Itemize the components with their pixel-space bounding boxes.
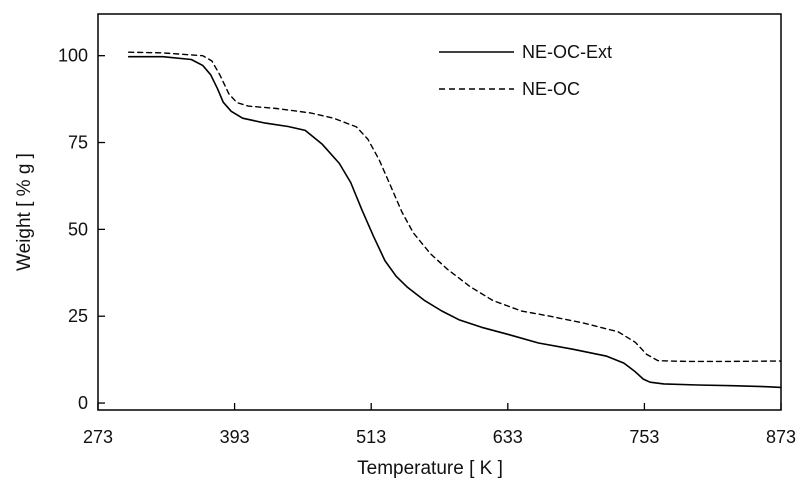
x-tick-label: 393 bbox=[220, 427, 250, 447]
series-layer bbox=[127, 51, 782, 389]
x-tick-label: 753 bbox=[629, 427, 659, 447]
x-tick-label: 873 bbox=[766, 427, 796, 447]
x-tick-label: 633 bbox=[493, 427, 523, 447]
y-tick-label: 75 bbox=[68, 133, 88, 153]
x-tick-label: 273 bbox=[83, 427, 113, 447]
y-tick-label: 50 bbox=[68, 219, 88, 239]
legend-label-ne-oc-ext: NE-OC-Ext bbox=[522, 42, 612, 62]
y-axis-title: Weight [ % g ] bbox=[14, 153, 35, 271]
x-axis-ticks: 273 393 513 633 753 873 bbox=[83, 403, 796, 447]
y-tick-label: 0 bbox=[78, 393, 88, 413]
x-axis-title: Temperature [ K ] bbox=[357, 458, 503, 479]
series-line-ne-oc bbox=[127, 51, 782, 363]
legend-label-ne-oc: NE-OC bbox=[522, 79, 580, 99]
y-axis-ticks: 0 25 50 75 100 bbox=[58, 46, 105, 413]
series-line-ne-oc-ext bbox=[127, 55, 782, 389]
y-tick-label: 100 bbox=[58, 46, 88, 66]
plot-frame bbox=[97, 13, 782, 411]
legend: NE-OC-Ext NE-OC bbox=[439, 42, 612, 99]
x-tick-label: 513 bbox=[356, 427, 386, 447]
y-tick-label: 25 bbox=[68, 306, 88, 326]
